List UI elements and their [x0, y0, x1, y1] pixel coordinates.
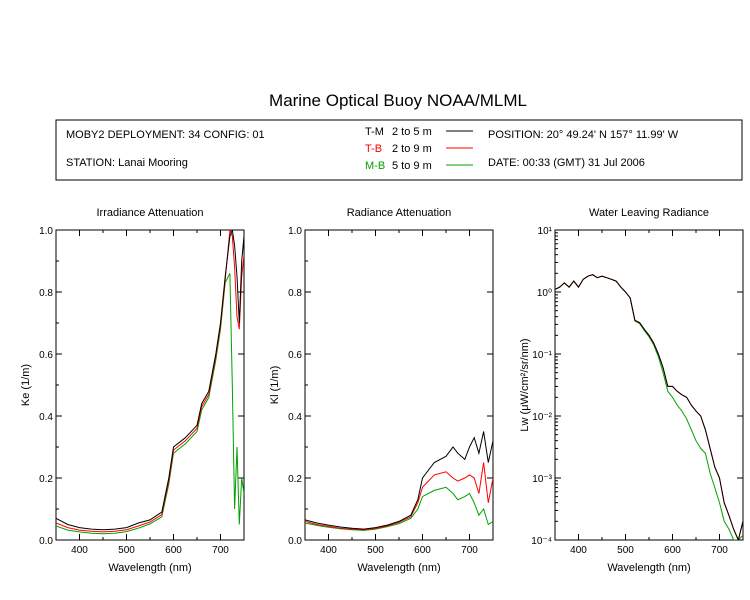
y-tick-label: 0.6: [39, 350, 53, 361]
y-axis-label: Ke (1/m): [20, 364, 32, 406]
y-tick-label: 1.0: [288, 226, 302, 237]
page-title: Marine Optical Buoy NOAA/MLML: [269, 91, 527, 110]
plot-frame: [55, 229, 245, 541]
panel-title: Irradiance Attenuation: [96, 207, 203, 219]
legend-range: 2 to 5 m: [392, 126, 432, 138]
series-line-m-b: [305, 486, 493, 531]
series-line-t-b: [56, 230, 244, 533]
y-tick-label: 0.2: [288, 474, 302, 485]
series-line-t-m: [555, 274, 743, 540]
y-tick-label: 0.8: [39, 288, 53, 299]
x-tick-label: 600: [165, 545, 182, 556]
y-tick-label: 10⁻²: [532, 412, 552, 423]
x-tick-label: 500: [367, 545, 384, 556]
x-tick-label: 700: [212, 545, 229, 556]
legend: T-M 2 to 5 m T-B 2 to 9 m M-B 5 to 9 m: [365, 126, 473, 172]
legend-code-t-b: T-B: [365, 143, 382, 155]
deployment-text: MOBY2 DEPLOYMENT: 34 CONFIG: 01: [66, 129, 265, 141]
x-tick-label: 400: [71, 545, 88, 556]
irradiance-attenuation-chart: Irradiance Attenuation 400 500 600 700 0.0 0.2…: [20, 207, 245, 574]
y-tick-label: 10⁻¹: [532, 350, 552, 361]
y-tick-label: 10⁻³: [532, 474, 552, 485]
x-axis-label: Wavelength (nm): [108, 562, 191, 574]
x-axis-label: Wavelength (nm): [357, 562, 440, 574]
info-box-frame: [55, 119, 743, 181]
y-tick-label: 0.0: [39, 536, 53, 547]
y-tick-label: 1.0: [39, 226, 53, 237]
water-leaving-radiance-chart: Water Leaving Radiance 400 500 600 700 10⁻⁴ 10…: [519, 207, 744, 574]
y-tick-label: 10⁻⁴: [531, 536, 552, 547]
y-tick-label: 0.6: [288, 350, 302, 361]
y-tick-label: 0.2: [39, 474, 53, 485]
x-tick-label: 400: [570, 545, 587, 556]
y-tick-label: 10⁰: [537, 288, 552, 299]
panel-title: Radiance Attenuation: [347, 207, 452, 219]
panel-title: Water Leaving Radiance: [589, 207, 709, 219]
radiance-attenuation-chart: Radiance Attenuation 400 500 600 700 0.0 0.2 0.…: [269, 207, 494, 574]
x-tick-label: 700: [711, 545, 728, 556]
series-line-t-m: [56, 230, 244, 531]
x-tick-label: 600: [414, 545, 431, 556]
y-tick-label: 0.4: [39, 412, 53, 423]
x-tick-label: 700: [461, 545, 478, 556]
x-tick-label: 400: [320, 545, 337, 556]
x-tick-label: 500: [118, 545, 135, 556]
series-line-m-b: [56, 273, 244, 535]
legend-range: 2 to 9 m: [392, 143, 432, 155]
y-tick-label: 0.8: [288, 288, 302, 299]
plot-frame: [554, 229, 744, 541]
x-axis-label: Wavelength (nm): [607, 562, 690, 574]
x-tick-label: 500: [617, 545, 634, 556]
date-text: DATE: 00:33 (GMT) 31 Jul 2006: [488, 157, 645, 169]
series-line-m-b: [555, 274, 743, 540]
x-tick-label: 600: [664, 545, 681, 556]
series-line-t-b: [305, 462, 493, 531]
position-text: POSITION: 20° 49.24' N 157° 11.99' W: [488, 129, 679, 141]
y-tick-label: 0.0: [288, 536, 302, 547]
plot-frame: [304, 229, 494, 541]
y-tick-label: 0.4: [288, 412, 302, 423]
y-axis-label: Kl (1/m): [269, 366, 281, 405]
info-box: MOBY2 DEPLOYMENT: 34 CONFIG: 01 STATION:…: [55, 119, 743, 181]
y-tick-label: 10¹: [538, 226, 553, 237]
series-line-t-m: [305, 431, 493, 530]
legend-code-t-m: T-M: [365, 126, 384, 138]
y-axis-label: Lw (μW/cm²/sr/nm): [519, 338, 531, 431]
legend-range: 5 to 9 m: [392, 160, 432, 172]
station-text: STATION: Lanai Mooring: [66, 157, 188, 169]
series-line-t-b: [555, 274, 743, 540]
legend-code-m-b: M-B: [365, 160, 385, 172]
